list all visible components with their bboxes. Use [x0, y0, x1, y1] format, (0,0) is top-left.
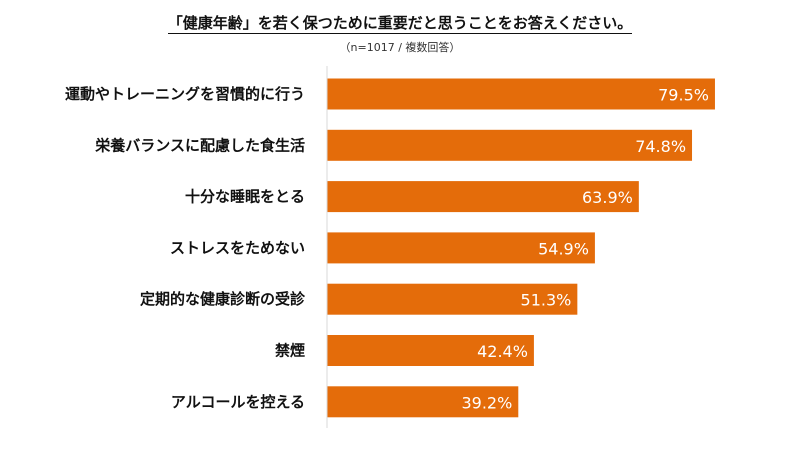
value-label-6: 42.4% [477, 342, 528, 361]
bars-group [327, 78, 715, 418]
category-label-7: アルコールを控える [171, 393, 305, 411]
category-label-1: 運動やトレーニングを習慣的に行う [65, 85, 305, 103]
bar-2 [327, 129, 693, 161]
value-label-7: 39.2% [461, 393, 512, 412]
bar-5 [327, 283, 578, 315]
bar-6 [327, 335, 534, 366]
value-label-1: 79.5% [658, 86, 709, 105]
category-label-3: 十分な睡眠をとる [185, 188, 305, 206]
value-labels-group: 79.5% 74.8% 63.9% 54.9% 51.3% 42.4% 39.2% [461, 86, 708, 413]
bar-7 [327, 386, 519, 418]
value-label-4: 54.9% [538, 239, 589, 258]
category-labels-group: 運動やトレーニングを習慣的に行う栄養バランスに配慮した食生活十分な睡眠をとるスト… [65, 85, 306, 411]
category-label-6: 禁煙 [275, 342, 305, 360]
category-label-5: 定期的な健康診断の受診 [140, 290, 306, 308]
chart-subtitle: （n=1017 / 複数回答） [339, 41, 461, 54]
chart-title: 「健康年齢」を若く保つために重要だと思うことをお答えください。 [0, 12, 800, 34]
value-label-3: 63.9% [582, 188, 633, 207]
category-label-4: ストレスをためない [170, 239, 305, 257]
bar-4 [327, 232, 595, 264]
value-label-5: 51.3% [521, 291, 572, 310]
value-label-2: 74.8% [635, 137, 686, 156]
category-label-2: 栄養バランスに配慮した食生活 [94, 136, 305, 154]
bar-1 [327, 78, 715, 110]
bar-3 [327, 181, 639, 213]
chart-title-text: 「健康年齢」を若く保つために重要だと思うことをお答えください。 [167, 14, 633, 34]
